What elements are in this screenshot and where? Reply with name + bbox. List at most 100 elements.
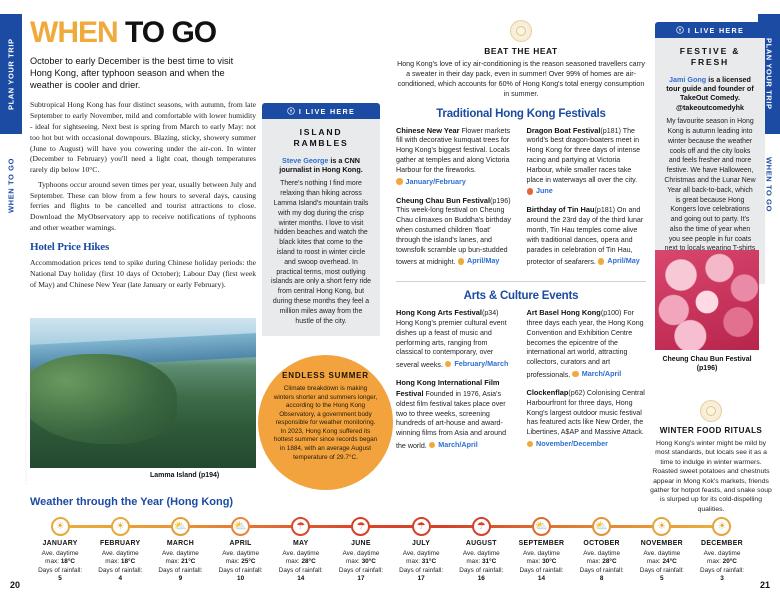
calendar-dot-icon (526, 188, 533, 195)
panel-byline: Jami Gong is a licensed tour guide and f… (664, 75, 756, 112)
left-rail: PLAN YOUR TRIP WHEN TO GO (0, 0, 22, 600)
festival-item: Dragon Boat Festival(p181) The world's b… (526, 125, 647, 199)
bowl-icon (700, 400, 722, 422)
weather-month-rain: Days of rainfall: 14 (519, 566, 564, 582)
weather-month: ☂ JULY Ave. daytime max: 31°C Days of rainfa… (391, 515, 451, 583)
weather-month-name: MAY (292, 540, 309, 547)
event-name: Hong Kong Arts Festival (396, 308, 482, 318)
weather-month-name: FEBRUARY (100, 540, 141, 547)
weather-month-rain: Days of rainfall: 17 (399, 566, 444, 582)
weather-month-name: OCTOBER (583, 540, 620, 547)
panel-quote: There's nothing I find more relaxing tha… (271, 180, 371, 325)
event-name: Hong Kong International Film Festival (396, 378, 500, 398)
page-title-highlight: WHEN (30, 16, 119, 49)
weather-month-temp: Ave. daytime max: 21°C (162, 550, 199, 566)
weather-month: ☂ AUGUST Ave. daytime max: 31°C Days of rain… (451, 515, 511, 583)
caption-cheung-chau: Cheung Chau Bun Festival (p196) (662, 356, 752, 372)
festival-page: (p181) (594, 206, 616, 215)
weather-month-name: DECEMBER (701, 540, 743, 547)
festival-body: The world's best dragon-boaters meet in … (526, 126, 641, 184)
event-item: Clockenflap(p62) Colonising Central Harb… (526, 387, 647, 451)
arts-col-left: Hong Kong Arts Festival(p34) Hong Kong's… (396, 308, 516, 459)
weather-month-name: JUNE (351, 540, 371, 547)
weather-month: ⛅ OCTOBER Ave. daytime max: 28°C Days of rai… (572, 515, 632, 583)
weather-month: ⛅ SEPTEMBER Ave. daytime max: 30°C Days of r… (511, 515, 571, 583)
panel-body: FESTIVE & FRESH Jami Gong is a licensed … (655, 37, 765, 284)
page-title-rest: TO GO (117, 16, 217, 49)
festival-item: Birthday of Tin Hau(p181) On and around … (527, 205, 647, 268)
photo-lamma-island (30, 318, 256, 468)
arts-events-grid: Hong Kong Arts Festival(p34) Hong Kong's… (396, 308, 646, 459)
calendar-dot-icon (444, 360, 452, 368)
photo-cheung-chau-bun-festival (655, 250, 759, 350)
weather-month-name: SEPTEMBER (518, 540, 565, 547)
event-page: (p100) (600, 309, 622, 318)
calendar-dot-icon (457, 258, 465, 265)
rail-tab-plan-label-right: PLAN YOUR TRIP (764, 38, 774, 110)
beat-the-heat-body: Hong Kong's love of icy air-conditioning… (397, 60, 645, 98)
weather-month-rain: Days of rainfall: 14 (278, 566, 323, 582)
traditional-festivals-grid: Chinese New Year Flower markets fill wit… (396, 126, 646, 276)
weather-month-temp: Ave. daytime max: 20°C (703, 550, 741, 566)
weather-month-rain: Days of rainfall: 8 (579, 566, 624, 582)
rail-tab-plan-your-trip[interactable]: PLAN YOUR TRIP (0, 14, 22, 134)
section-title-traditional: Traditional Hong Kong Festivals (436, 107, 606, 120)
festival-body: Flower markets fill with decorative kumq… (396, 126, 510, 174)
traditional-col-left: Chinese New Year Flower markets fill wit… (396, 126, 516, 276)
rail-tab-when-to-go[interactable]: WHEN TO GO (6, 157, 16, 213)
callout-body: Climate breakdown is making winters shor… (273, 385, 378, 461)
panel-byline: Steve George is a CNN journalist in Hong… (271, 156, 371, 175)
weather-month-temp: Ave. daytime max: 31°C (462, 550, 500, 566)
festival-name: Birthday of Tin Hau (526, 205, 595, 215)
weather-month-rain: Days of rainfall: 5 (639, 566, 684, 582)
panel-quote: My favourite season in Hong Kong is autu… (664, 118, 756, 272)
arts-col-right: Art Basel Hong Kong(p100) For three days… (526, 308, 647, 459)
weather-month-temp: Ave. daytime max: 30°C (342, 550, 380, 566)
event-when-label: February/March (454, 359, 509, 369)
festival-name: Cheung Chau Bun Festival (396, 195, 491, 205)
panel-i-live-here-festive-fresh: I LIVE HERE FESTIVE & FRESH Jami Gong is… (655, 22, 765, 284)
panel-badge-header: I LIVE HERE (262, 103, 380, 119)
event-when: February/March (444, 359, 509, 369)
weather-month-temp: Ave. daytime max: 28°C (583, 550, 621, 566)
callout-title: ENDLESS SUMMER (282, 371, 369, 380)
festival-when: January/February (396, 177, 466, 187)
beat-the-heat-block: BEAT THE HEAT Hong Kong's love of icy ai… (396, 20, 646, 100)
festival-when-label: April/May (467, 256, 500, 266)
festival-when-label: April/May (607, 256, 640, 266)
event-body: Founded in 1976, Asia's oldest film fest… (396, 389, 507, 451)
location-pin-icon (676, 26, 684, 34)
event-body: Hong Kong's premier cultural event dishe… (396, 319, 507, 370)
calendar-dot-icon (572, 370, 579, 378)
page-number-right: 21 (759, 580, 770, 590)
weather-month-temp: Ave. daytime max: 30°C (523, 550, 560, 566)
panel-body: ISLAND RAMBLES Steve George is a CNN jou… (262, 118, 380, 337)
weather-month-temp: Ave. daytime max: 28°C (282, 550, 320, 566)
festival-body: This week-long festival on Cheung Chau c… (396, 206, 511, 267)
event-name: Art Basel Hong Kong (526, 308, 601, 318)
weather-month-list: ☀ JANUARY Ave. daytime max: 18°C Days of rai… (30, 515, 752, 583)
event-name: Clockenflap (526, 387, 569, 397)
panel-title: ISLAND RAMBLES (293, 126, 349, 149)
rain-icon: ☂ (351, 517, 371, 536)
festivals-column: BEAT THE HEAT Hong Kong's love of icy ai… (396, 20, 646, 459)
festival-name: Dragon Boat Festival (526, 125, 601, 135)
event-body: For three days each year, the Hong Kong … (526, 309, 644, 380)
weather-month-temp: Ave. daytime max: 18°C (101, 550, 139, 566)
weather-month: ⛅ MARCH Ave. daytime max: 21°C Days of rainf… (150, 515, 210, 583)
event-page: (p62) (568, 388, 585, 397)
rail-tab-when-to-go-right[interactable]: WHEN TO GO (764, 157, 774, 213)
festival-when: April/May (457, 256, 500, 266)
callout-body: Hong Kong's winter might be mild by most… (650, 440, 772, 513)
weather-month: ☂ MAY Ave. daytime max: 28°C Days of rainfal… (271, 515, 331, 583)
section-divider (396, 281, 646, 283)
event-item: Hong Kong International Film Festival Fo… (396, 378, 516, 452)
photo-credit: © RICHARD I'ANSON/GETTY IMAGES; BRUCE YU… (25, 390, 28, 485)
calendar-dot-icon (428, 441, 436, 449)
panel-badge-header: I LIVE HERE (655, 22, 765, 38)
weather-month-rain: Days of rainfall: 10 (218, 566, 263, 582)
callout-endless-summer: ENDLESS SUMMER Climate breakdown is maki… (258, 355, 393, 490)
weather-month-name: NOVEMBER (640, 540, 683, 547)
callout-winter-food-rituals: WINTER FOOD RITUALS Hong Kong's winter m… (650, 400, 772, 514)
page-number-left: 20 (10, 580, 21, 590)
